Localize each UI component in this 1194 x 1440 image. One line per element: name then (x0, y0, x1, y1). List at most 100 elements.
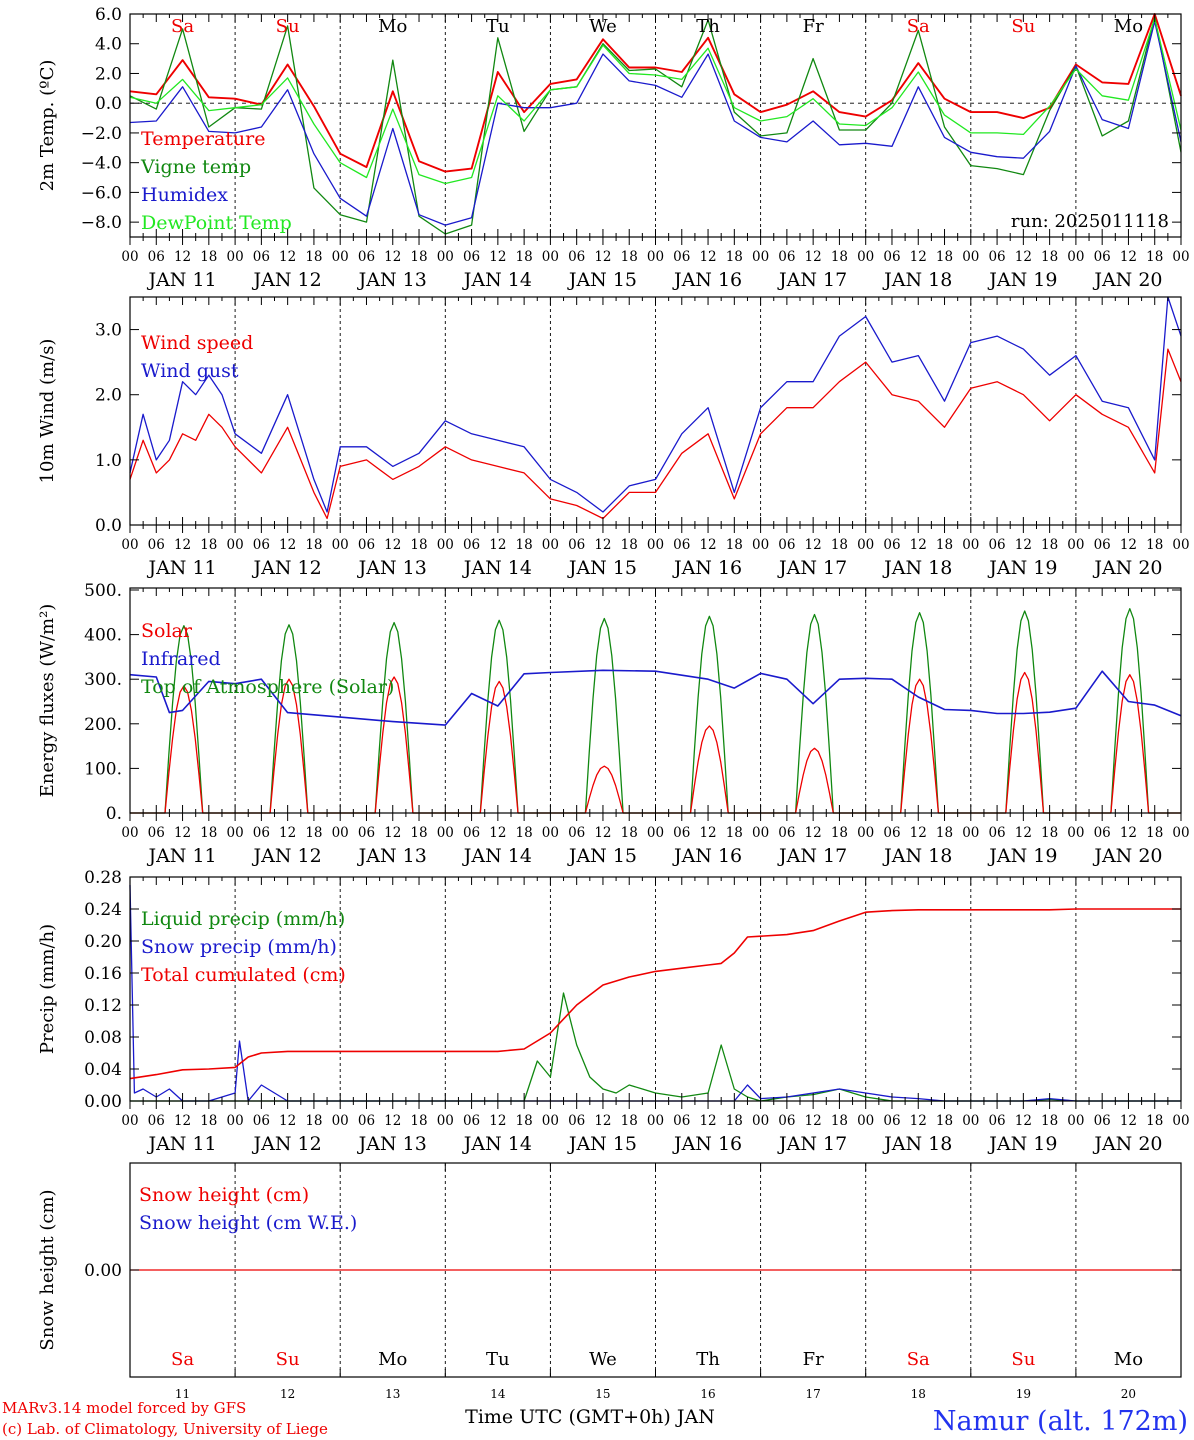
x-hour-label: 12 (1120, 1113, 1137, 1129)
x-hour-label: 00 (542, 249, 559, 265)
x-hour-label: 12 (174, 1113, 191, 1129)
series-line-infrared (129, 669, 1182, 726)
x-hour-label: 06 (778, 537, 795, 553)
x-hour-label: 06 (253, 825, 270, 841)
x-hour-label: 00 (121, 1113, 138, 1129)
run-label: run: 2025011118 (1011, 211, 1169, 232)
x-hour-label: 12 (594, 537, 611, 553)
x-hour-label: 18 (621, 537, 638, 553)
x-hour-label: 06 (1094, 537, 1111, 553)
series-line-humidex (129, 20, 1182, 226)
day-number-label: 19 (1016, 1387, 1031, 1401)
credit-line-2: (c) Lab. of Climatology, University of L… (2, 1420, 328, 1438)
x-date-label: JAN 14 (462, 1133, 532, 1155)
x-hour-label: 00 (1067, 825, 1084, 841)
x-hour-label: 18 (1146, 537, 1163, 553)
x-hour-label: 00 (857, 1113, 874, 1129)
x-hour-label: 06 (568, 1113, 585, 1129)
x-hour-label: 12 (910, 825, 927, 841)
x-hour-label: 12 (1120, 825, 1137, 841)
legend-entry: Total cumulated (cm) (141, 964, 346, 986)
day-abbr-label: Su (1011, 1349, 1035, 1370)
x-date-label: JAN 19 (987, 845, 1057, 867)
x-hour-label: 00 (332, 249, 349, 265)
y-tick-label: 0.28 (84, 868, 122, 888)
x-hour-label: 00 (962, 537, 979, 553)
day-abbr-label: Mo (1114, 1349, 1143, 1370)
y-tick-label: 6.0 (95, 5, 122, 25)
y-tick-label: 0.24 (84, 900, 122, 920)
y-tick-label: −4.0 (81, 154, 122, 174)
x-date-label: JAN 17 (777, 845, 847, 867)
x-hour-label: 00 (1172, 1113, 1189, 1129)
legend-entry: Temperature (141, 128, 265, 150)
series-line-total-cumulated-cm- (129, 908, 1181, 1080)
series-line-dewpoint-temp (129, 17, 1182, 185)
legend-entry: Snow height (cm) (139, 1184, 309, 1206)
x-hour-label: 06 (358, 249, 375, 265)
x-hour-label: 06 (883, 1113, 900, 1129)
x-hour-label: 18 (200, 249, 217, 265)
x-hour-label: 06 (673, 1113, 690, 1129)
x-date-label: JAN 12 (252, 845, 322, 867)
x-hour-label: 00 (437, 1113, 454, 1129)
x-hour-label: 12 (805, 537, 822, 553)
grid-layer (130, 14, 1181, 1377)
day-number-label: 12 (280, 1387, 295, 1401)
x-date-label: JAN 11 (146, 1133, 216, 1155)
x-date-label: JAN 17 (777, 557, 847, 579)
y-tick-label: 100. (84, 759, 122, 779)
x-hour-label: 18 (1041, 1113, 1058, 1129)
day-abbr-label: Tu (486, 1349, 510, 1370)
y-tick-label: 0.0 (95, 516, 122, 536)
x-date-label: JAN 19 (987, 557, 1057, 579)
location-label: Namur (alt. 172m) (933, 1406, 1188, 1437)
y-tick-label: 1.0 (95, 451, 122, 471)
x-date-label: JAN 20 (1092, 845, 1162, 867)
x-date-label: JAN 18 (882, 269, 952, 291)
day-abbr-label: Su (276, 16, 300, 37)
legend-entry: Wind gust (141, 360, 239, 382)
x-hour-label: 12 (699, 1113, 716, 1129)
x-hour-label: 06 (148, 537, 165, 553)
x-hour-label: 18 (200, 825, 217, 841)
y-axis-label: 2m Temp. (ºC) (37, 60, 58, 192)
x-hour-label: 18 (1041, 249, 1058, 265)
x-hour-label: 18 (200, 1113, 217, 1129)
x-hour-label: 12 (594, 249, 611, 265)
x-hour-label: 00 (332, 825, 349, 841)
day-abbr-label: Fr (803, 16, 824, 37)
x-hour-label: 00 (542, 825, 559, 841)
x-date-label: JAN 18 (882, 845, 952, 867)
x-hour-label: 18 (410, 1113, 427, 1129)
x-hour-label: 18 (516, 1113, 533, 1129)
x-date-label: JAN 17 (777, 269, 847, 291)
day-abbr-label: Sa (171, 1349, 194, 1370)
x-date-label: JAN 15 (567, 269, 637, 291)
x-hour-label: 18 (726, 1113, 743, 1129)
y-tick-label: −8.0 (81, 213, 122, 233)
day-number-label: 13 (385, 1387, 400, 1401)
x-hour-label: 06 (568, 537, 585, 553)
x-hour-label: 00 (1172, 825, 1189, 841)
day-abbr-label: We (589, 16, 617, 37)
y-tick-label: 300. (84, 670, 122, 690)
legend-entry: Snow precip (mm/h) (141, 936, 337, 958)
x-date-label: JAN 11 (146, 269, 216, 291)
x-hour-label: 18 (305, 537, 322, 553)
x-hour-label: 00 (647, 1113, 664, 1129)
x-date-label: JAN 15 (567, 557, 637, 579)
y-axis-label: 10m Wind (m/s) (37, 339, 58, 484)
x-hour-label: 06 (673, 537, 690, 553)
x-date-label: JAN 12 (252, 557, 322, 579)
x-hour-label: 00 (647, 825, 664, 841)
x-date-label: JAN 20 (1092, 1133, 1162, 1155)
series-line-wind-speed (129, 348, 1182, 520)
x-hour-label: 12 (279, 825, 296, 841)
x-hour-label: 06 (988, 825, 1005, 841)
x-hour-label: 06 (463, 537, 480, 553)
day-abbr-label: Su (1011, 16, 1035, 37)
x-hour-label: 00 (332, 537, 349, 553)
day-number-label: 15 (595, 1387, 610, 1401)
